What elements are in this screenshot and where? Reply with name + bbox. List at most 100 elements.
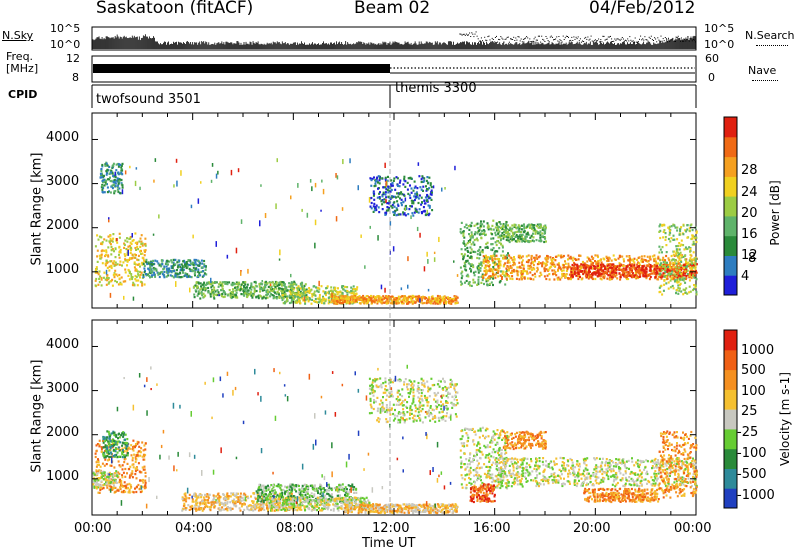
noise-search-dot xyxy=(532,40,534,42)
power-pixel xyxy=(678,248,681,251)
power-pixel xyxy=(492,277,495,280)
power-pixel xyxy=(578,254,581,257)
noise-search-trace xyxy=(459,31,696,43)
power-pixel xyxy=(672,287,675,290)
power-pixel xyxy=(657,262,660,265)
power-pixel xyxy=(334,286,337,289)
power-pixel xyxy=(436,297,439,300)
power-pixel xyxy=(675,288,678,292)
power-pixel xyxy=(151,275,153,278)
power-pixel xyxy=(584,271,586,274)
power-pixel xyxy=(442,301,445,304)
power-pixel xyxy=(380,296,383,299)
power-pixel xyxy=(213,286,216,289)
power-pixel xyxy=(414,301,417,304)
noise-search-dot xyxy=(540,41,542,43)
noise-search-dot xyxy=(521,41,523,43)
power-pixel xyxy=(619,278,622,281)
power-pixel xyxy=(393,205,396,208)
noise-search-dot xyxy=(474,33,476,35)
power-pixel xyxy=(481,273,484,276)
power-pixel xyxy=(692,288,695,292)
power-pixel xyxy=(418,175,421,178)
power-pixel xyxy=(118,178,121,181)
power-pixel xyxy=(203,272,206,275)
power-pixel xyxy=(212,296,215,299)
power-pixel xyxy=(411,200,414,203)
power-pixel xyxy=(480,220,482,223)
power-pixel xyxy=(135,254,137,257)
power-pixel xyxy=(514,226,517,229)
power-pixel xyxy=(671,284,674,288)
power-pixel xyxy=(117,182,120,185)
power-pixel xyxy=(115,273,118,276)
power-pixel xyxy=(179,272,182,275)
power-pixel xyxy=(649,269,652,272)
power-pixel xyxy=(659,276,662,279)
power-pixel xyxy=(686,224,689,227)
power-pixel xyxy=(690,276,693,280)
power-pixel xyxy=(508,267,511,270)
power-pixel xyxy=(525,235,528,238)
power-pixel xyxy=(500,277,503,280)
power-pixel xyxy=(592,267,594,270)
power-pixel xyxy=(422,185,425,188)
power-pixel xyxy=(376,302,379,305)
power-pixel xyxy=(420,211,423,214)
power-pixel xyxy=(329,289,332,292)
power-pixel xyxy=(448,300,451,303)
power-pixel xyxy=(289,293,292,296)
power-pixel xyxy=(270,285,273,289)
power-pixel xyxy=(131,257,134,260)
noise-search-dot xyxy=(515,37,517,39)
power-pixel xyxy=(482,260,485,263)
power-pixel xyxy=(495,254,498,257)
noise-search-dot xyxy=(489,39,491,41)
power-pixel xyxy=(113,276,116,279)
power-pixel xyxy=(609,266,612,269)
noise-search-dot xyxy=(507,36,509,38)
power-pixel xyxy=(386,298,389,301)
power-pixel xyxy=(536,231,539,234)
power-pixel xyxy=(677,248,679,251)
noise-search-dot xyxy=(682,40,683,42)
power-pixel xyxy=(300,295,303,298)
power-pixel xyxy=(381,177,384,180)
power-pixel xyxy=(393,298,396,301)
power-pixel xyxy=(118,236,121,239)
power-pixel xyxy=(103,184,106,187)
power-pixel xyxy=(279,287,281,290)
power-pixel xyxy=(114,184,117,187)
power-pixel xyxy=(299,290,302,293)
noise-search-dot xyxy=(610,35,611,37)
power-pixel xyxy=(373,209,376,212)
power-pixel xyxy=(529,226,531,229)
power-pixel xyxy=(105,249,108,252)
power-pixel xyxy=(137,254,140,257)
noise-search-dot xyxy=(462,33,464,35)
power-pixel xyxy=(463,236,466,239)
power-pixel xyxy=(525,255,528,258)
power-pixel xyxy=(635,267,638,270)
noise-search-dot xyxy=(651,39,653,41)
noise-search-dot xyxy=(502,38,504,40)
power-pixel xyxy=(504,226,507,229)
power-pixel xyxy=(494,262,497,265)
power-pixel xyxy=(469,246,472,249)
power-pixel xyxy=(672,258,675,261)
noise-search-dot xyxy=(498,38,500,40)
power-pixel xyxy=(510,229,513,232)
power-pixel xyxy=(102,276,105,279)
power-pixel xyxy=(299,302,302,305)
power-pixel xyxy=(381,203,384,206)
power-pixel xyxy=(133,261,136,264)
power-pixel xyxy=(106,171,108,174)
power-pixel xyxy=(102,174,105,177)
power-pixel xyxy=(545,277,548,281)
power-pixel xyxy=(400,201,403,205)
power-pixel xyxy=(168,260,171,263)
power-pixel xyxy=(448,298,451,301)
noise-search-dot xyxy=(517,36,519,38)
power-pixel xyxy=(316,297,319,300)
power-pixel xyxy=(193,272,196,275)
